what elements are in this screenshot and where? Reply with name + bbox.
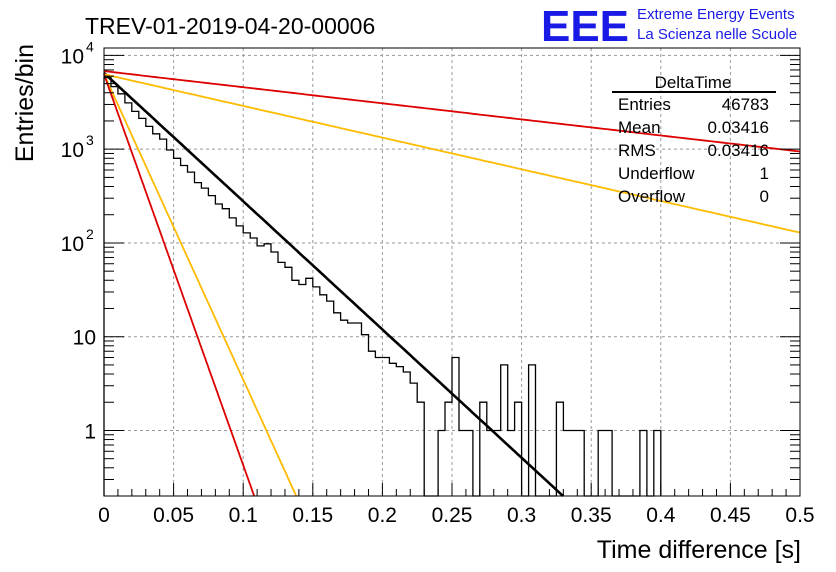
fit-curves	[103, 70, 801, 497]
x-tick-label: 0.25	[432, 504, 473, 527]
y-axis-label: Entries/bin	[11, 44, 39, 162]
stats-row-label: RMS	[618, 141, 656, 160]
stats-row-label: Overflow	[618, 187, 686, 206]
x-tick-label: 0.35	[571, 504, 612, 527]
stats-box: DeltaTime Entries 46783 Mean 0.03416 RMS 0.03…	[612, 73, 776, 206]
fit-curve-4	[103, 73, 256, 497]
stats-row-label: Mean	[618, 118, 661, 137]
stats-row-value: 0.03416	[708, 141, 769, 160]
x-tick-label: 0.1	[229, 504, 258, 527]
fit-curve-1	[103, 70, 801, 153]
y-tick-label: 10	[61, 45, 84, 68]
x-tick-label: 0.05	[153, 504, 194, 527]
x-tick-label: 0.2	[368, 504, 397, 527]
y-tick-label: 10	[73, 327, 96, 350]
axis-ticks	[103, 54, 801, 497]
fit-curve-0	[103, 72, 564, 497]
eee-logo-line2: La Scienza nelle Scuole	[637, 26, 797, 43]
x-tick-label: 0.4	[646, 504, 676, 527]
x-tick-label: 0	[98, 504, 110, 527]
stats-row-value: 0.03416	[708, 118, 769, 137]
eee-logo: EEE Extreme Energy Events La Scienza nel…	[541, 2, 797, 51]
stats-row-label: Underflow	[618, 164, 695, 183]
y-tick-exponent: 4	[86, 38, 94, 54]
chart-title: TREV-01-2019-04-20-00006	[85, 13, 375, 39]
stats-title: DeltaTime	[655, 73, 732, 92]
y-tick-label: 10	[61, 233, 84, 256]
grid	[104, 48, 800, 496]
y-tick-exponent: 2	[86, 226, 94, 242]
eee-logo-mark: EEE	[541, 2, 629, 51]
y-tick-exponent: 3	[86, 132, 94, 148]
y-tick-label: 1	[84, 420, 96, 443]
fit-curve-3	[103, 73, 298, 497]
stats-row-value: 1	[760, 164, 769, 183]
x-tick-label: 0.15	[292, 504, 333, 527]
stats-row-value: 46783	[722, 95, 769, 114]
stats-row-value: 0	[760, 187, 769, 206]
x-tick-labels: 0 0.05 0.1 0.15 0.2 0.25 0.3 0.35 0.4 0.45 0.5	[98, 504, 814, 527]
fit-curve-2	[103, 73, 801, 234]
x-tick-label: 0.5	[785, 504, 814, 527]
x-tick-label: 0.3	[507, 504, 536, 527]
x-axis-label: Time difference [s]	[597, 536, 801, 564]
x-tick-label: 0.45	[710, 504, 751, 527]
stats-row-label: Entries	[618, 95, 671, 114]
eee-logo-line1: Extreme Energy Events	[637, 6, 795, 23]
y-tick-label: 10	[61, 139, 84, 162]
